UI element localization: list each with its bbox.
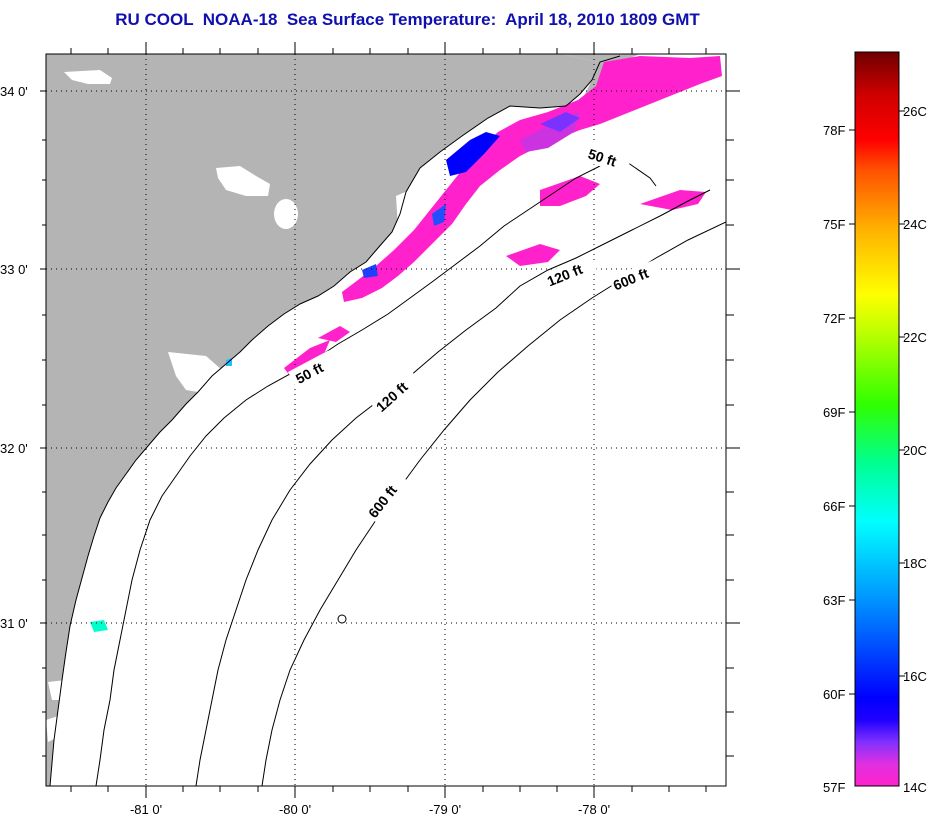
lat-label-31: 31 0' <box>0 616 28 631</box>
land-mass <box>46 54 600 786</box>
coastline <box>46 55 621 786</box>
colorbar: 78F 75F 72F 69F 66F 63F 60F 57F 26C 24C … <box>823 51 927 795</box>
isobath-600ft <box>261 221 726 786</box>
colorbar-f-57: 57F <box>823 780 845 795</box>
map-panel <box>46 54 726 786</box>
isobath-50ft <box>95 159 657 786</box>
colorbar-f-75: 75F <box>823 217 845 232</box>
lat-label-34: 34 0' <box>0 84 28 99</box>
lat-label-32: 32 0' <box>0 441 28 456</box>
lon-label-78: -78 0' <box>578 802 610 817</box>
colorbar-f-69: 69F <box>823 405 845 420</box>
colorbar-c-24: 24C <box>903 217 927 232</box>
colorbar-f-66: 66F <box>823 499 845 514</box>
colorbar-gradient <box>854 51 900 787</box>
sst-patches <box>90 56 722 632</box>
lon-label-80: -80 0' <box>279 802 311 817</box>
colorbar-c-22: 22C <box>903 330 927 345</box>
graticule <box>46 54 726 786</box>
colorbar-f-63: 63F <box>823 593 845 608</box>
colorbar-f-72: 72F <box>823 311 845 326</box>
lat-label-33: 33 0' <box>0 262 28 277</box>
colorbar-c-20: 20C <box>903 443 927 458</box>
colorbar-c-14: 14C <box>903 780 927 795</box>
colorbar-f-78: 78F <box>823 123 845 138</box>
colorbar-c-26: 26C <box>903 104 927 119</box>
colorbar-c-16: 16C <box>903 669 927 684</box>
map-frame <box>45 53 727 787</box>
isobath-120ft <box>195 189 711 786</box>
lon-label-81: -81 0' <box>130 802 162 817</box>
lon-label-79: -79 0' <box>429 802 461 817</box>
colorbar-f-60: 60F <box>823 687 845 702</box>
colorbar-c-18: 18C <box>903 556 927 571</box>
page-title: RU COOL NOAA-18 Sea Surface Temperature:… <box>115 10 700 29</box>
axis-ticks <box>40 42 740 798</box>
colorbar-ticks <box>849 110 905 695</box>
